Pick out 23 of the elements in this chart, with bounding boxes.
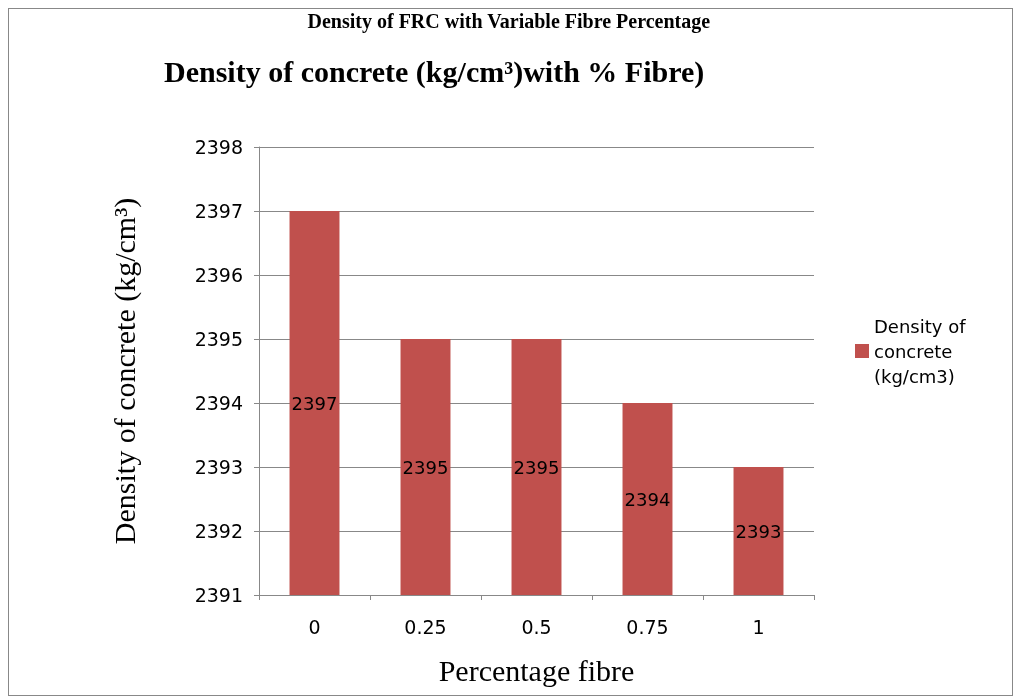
x-tick-label: 0 — [308, 615, 321, 638]
data-label: 2395 — [402, 456, 449, 478]
y-tick-label: 2396 — [194, 264, 243, 286]
y-tick-label: 2391 — [194, 584, 243, 606]
y-tick-label: 2394 — [194, 392, 243, 414]
x-tick-label: 0.75 — [626, 615, 669, 638]
data-label: 2394 — [624, 488, 671, 510]
legend-label: Density of concrete (kg/cm3) — [874, 315, 972, 387]
data-label: 2395 — [513, 456, 560, 478]
y-axis-title: Density of concrete (kg/cm³) — [107, 197, 142, 545]
x-tick-label: 0.5 — [521, 615, 552, 638]
data-label: 2397 — [291, 392, 338, 414]
y-tick-label: 2393 — [194, 456, 243, 478]
y-tick-label: 2398 — [194, 136, 243, 158]
x-tick-label: 0.25 — [404, 615, 447, 638]
data-label: 2393 — [735, 520, 782, 542]
y-tick-label: 2395 — [194, 328, 243, 350]
chart-title: Density of concrete (kg/cm³)with % Fibre) — [164, 54, 705, 89]
x-axis-title: Percentage fibre — [438, 653, 635, 687]
text: Density of FRC with Variable Fibre Percentage — [307, 10, 711, 33]
y-tick-label: 2392 — [194, 520, 243, 542]
x-tick-label: 1 — [752, 615, 765, 638]
y-tick-label: 2397 — [194, 200, 243, 222]
